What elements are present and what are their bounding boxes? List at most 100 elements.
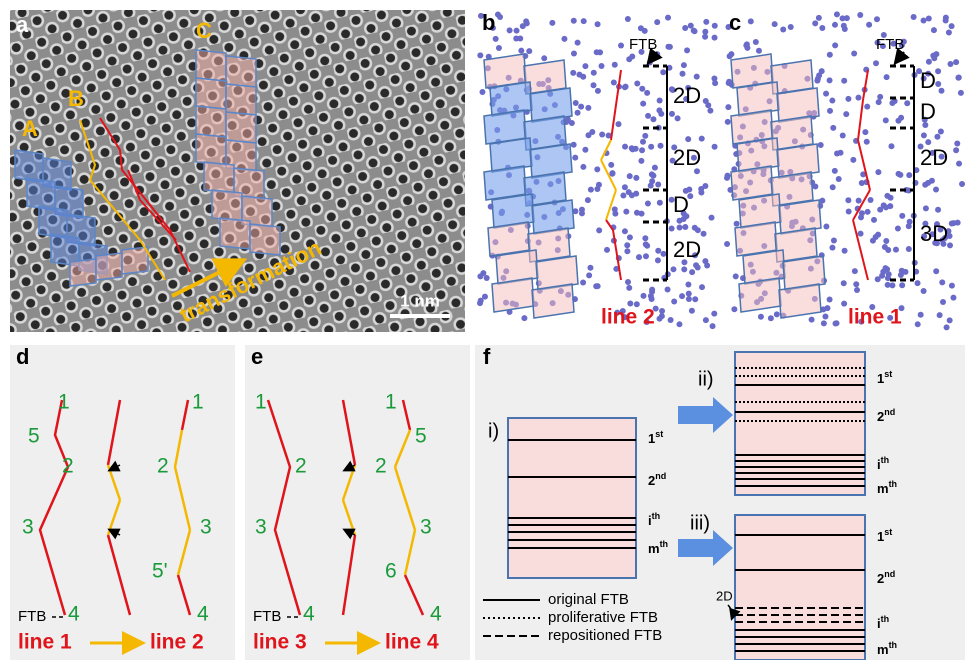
atom <box>622 184 628 190</box>
atom <box>780 26 786 32</box>
panel-label: b <box>482 10 495 35</box>
atom <box>744 41 750 47</box>
atom <box>642 235 648 241</box>
atom <box>702 258 708 264</box>
atom <box>954 140 960 146</box>
line-label: line 2 <box>601 306 655 329</box>
rank-base: 2 <box>877 409 884 424</box>
atom <box>676 321 682 327</box>
atom <box>625 279 631 285</box>
atom <box>541 55 547 61</box>
atom <box>652 165 658 171</box>
atom <box>585 105 591 111</box>
cell <box>777 144 819 178</box>
atom <box>686 291 692 297</box>
atom <box>518 48 524 54</box>
atom <box>709 215 715 221</box>
atom <box>698 189 704 195</box>
atom <box>627 173 633 179</box>
atom <box>733 273 739 279</box>
cell <box>226 112 256 143</box>
atom <box>692 296 698 302</box>
spacing-label: 2D <box>920 145 948 170</box>
rank-base: 2 <box>648 473 655 488</box>
step-label: i) <box>488 420 499 442</box>
cell <box>739 278 781 312</box>
region-label: C <box>196 18 212 43</box>
cell <box>250 224 280 255</box>
atom <box>636 254 642 260</box>
atom <box>624 242 630 248</box>
atom <box>642 133 648 139</box>
atom <box>570 70 576 76</box>
atom <box>884 74 890 80</box>
rank-base: m <box>877 481 889 496</box>
atom <box>582 63 588 69</box>
cell <box>490 82 532 116</box>
atom <box>956 161 962 167</box>
cell <box>484 166 526 200</box>
atom <box>575 110 581 116</box>
atom <box>658 143 664 149</box>
atom <box>830 184 836 190</box>
step-label: ii) <box>698 368 714 390</box>
atom <box>859 180 865 186</box>
atom <box>852 268 858 274</box>
rank-sup: th <box>889 640 898 650</box>
atom <box>638 25 644 31</box>
site-number: 1 <box>192 391 204 414</box>
atom <box>758 314 764 320</box>
atom <box>701 231 707 237</box>
atom <box>899 282 905 288</box>
atom <box>679 293 685 299</box>
atom <box>634 81 640 87</box>
atom <box>694 74 700 80</box>
atom <box>812 184 818 190</box>
cell <box>777 88 819 122</box>
atom <box>731 306 737 312</box>
atom <box>935 68 941 74</box>
atom <box>686 296 692 302</box>
atom <box>864 104 870 110</box>
atom <box>643 241 649 247</box>
atom <box>931 55 937 61</box>
atom <box>756 48 762 54</box>
atom <box>886 271 892 277</box>
rank-sup: th <box>889 479 898 489</box>
atom <box>482 294 488 300</box>
atom <box>681 266 687 272</box>
atom <box>842 248 848 254</box>
atom <box>915 280 921 286</box>
atom <box>596 182 602 188</box>
atom <box>953 147 959 153</box>
atom <box>643 253 649 259</box>
atom <box>578 104 584 110</box>
atom <box>575 40 581 46</box>
atom <box>854 287 860 293</box>
atom <box>702 34 708 40</box>
spacing-label: 2D <box>673 237 701 262</box>
atom <box>851 51 857 57</box>
atom <box>682 224 688 230</box>
atom <box>705 102 711 108</box>
cell <box>226 56 256 87</box>
cell <box>196 78 226 109</box>
atom <box>834 150 840 156</box>
atom <box>667 44 673 50</box>
site-number: 4 <box>430 603 442 626</box>
atom <box>933 187 939 193</box>
atom <box>594 166 600 172</box>
site-number: 1 <box>385 391 397 414</box>
atom <box>921 132 927 138</box>
atom <box>581 18 587 24</box>
atom <box>599 132 605 138</box>
atom <box>788 24 794 30</box>
atom <box>571 18 577 24</box>
atom <box>660 251 666 257</box>
atom <box>772 21 778 27</box>
cell <box>212 190 242 221</box>
line-label: line 1 <box>848 306 902 329</box>
atom <box>593 283 599 289</box>
atom <box>671 298 677 304</box>
spacing-label: 2D <box>716 588 733 603</box>
